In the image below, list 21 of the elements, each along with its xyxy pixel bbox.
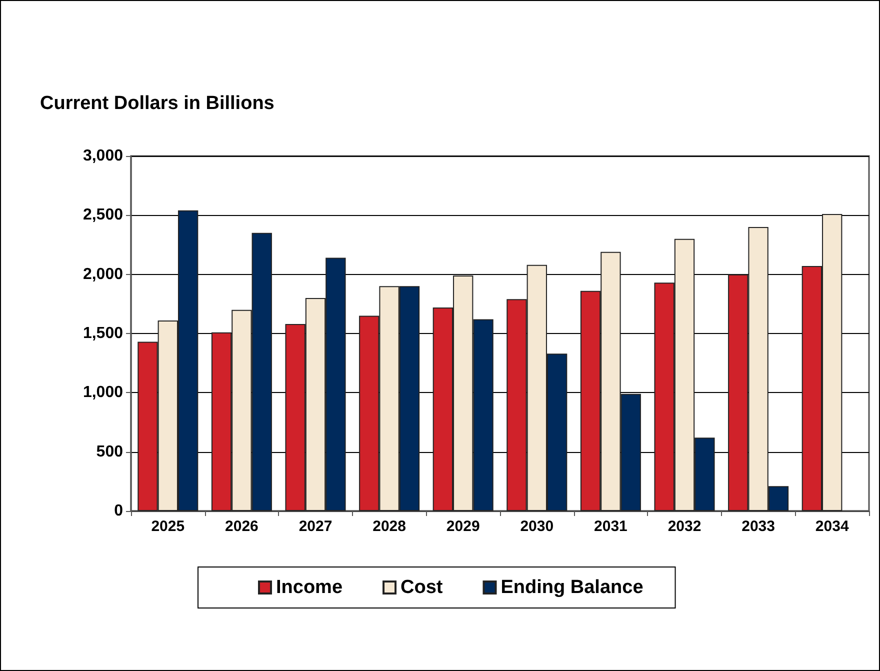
x-tick-label: 2034 [815, 518, 850, 535]
x-tick-label: 2031 [594, 518, 628, 535]
x-tick-label: 2027 [298, 518, 332, 535]
y-tick-label: 2,000 [82, 266, 124, 283]
y-tick-label: 2,500 [82, 206, 124, 224]
y-tick-label: 500 [96, 443, 124, 460]
chart-title: Current Dollars in Billions [40, 93, 274, 114]
y-tick-label: 1,000 [82, 384, 124, 402]
x-tick-label: 2029 [446, 518, 480, 535]
legend-label: Income [276, 577, 343, 598]
x-tick-label: 2026 [225, 518, 258, 535]
x-tick-label: 2032 [668, 518, 702, 535]
x-tick-label: 2028 [372, 518, 406, 535]
legend-label: Ending Balance [500, 577, 644, 598]
y-tick-label: 1,500 [82, 325, 124, 342]
x-tick-label: 2025 [151, 518, 185, 535]
y-tick-label: 0 [114, 502, 124, 520]
legend-label: Cost [400, 577, 444, 598]
y-tick-label: 3,000 [82, 148, 124, 164]
x-tick-label: 2033 [742, 518, 775, 535]
x-tick-label: 2030 [520, 518, 554, 535]
